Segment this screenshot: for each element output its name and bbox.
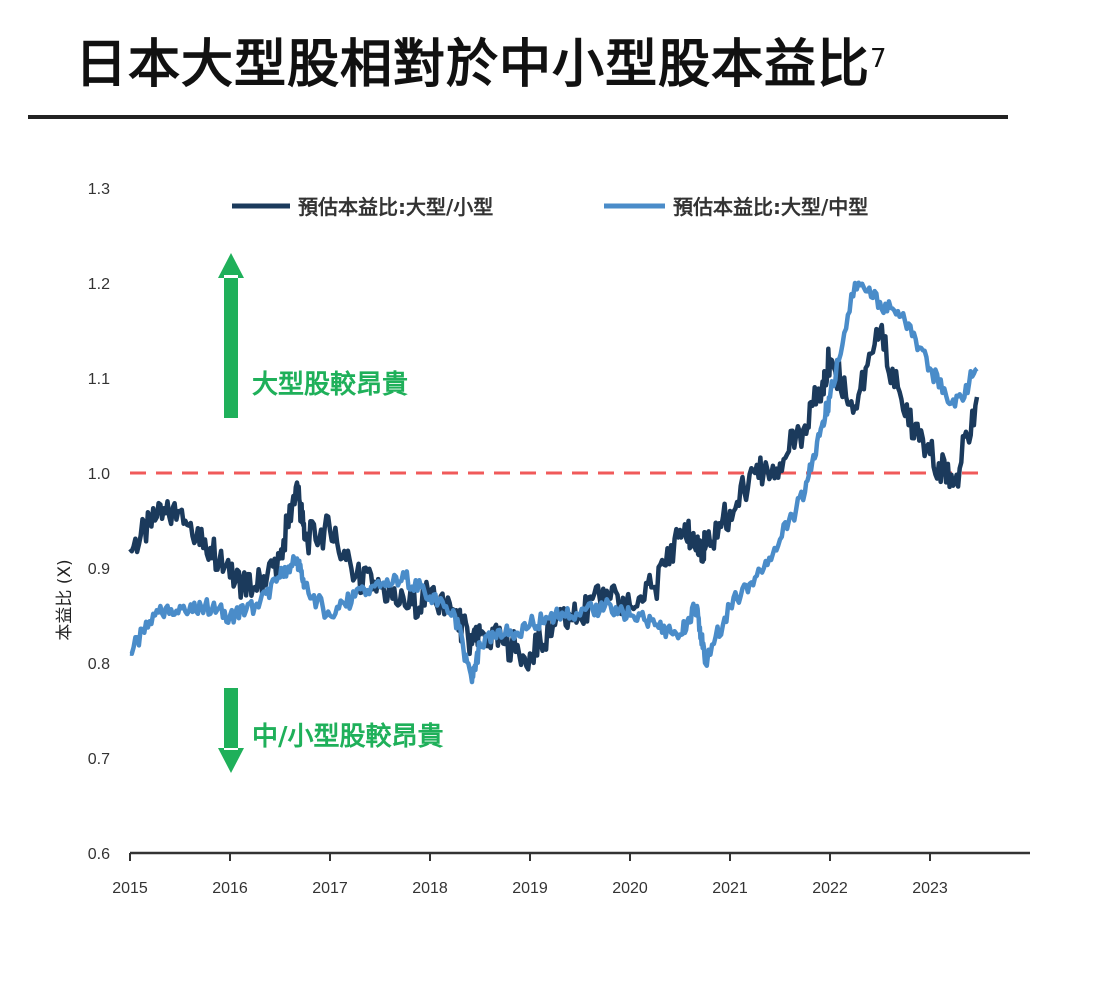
y-tick-label: 1.2 xyxy=(88,276,110,293)
x-axis-ticks: 2015 2016 2017 2018 2019 2020 2021 2022 2023 xyxy=(112,853,948,897)
y-tick-label: 0.6 xyxy=(88,846,110,863)
title-divider xyxy=(28,115,1008,119)
x-tick-label: 2023 xyxy=(912,880,948,897)
y-tick-label: 1.3 xyxy=(88,181,110,198)
series-large-mid-line xyxy=(129,280,979,685)
page-title: 日本大型股相對於中小型股本益比7 xyxy=(75,30,888,100)
x-tick-label: 2018 xyxy=(412,880,448,897)
annotation-small-mid-expensive: 中/小型股較昂貴 xyxy=(218,688,444,773)
y-tick-label: 0.8 xyxy=(88,656,110,673)
arrow-down-icon xyxy=(218,688,244,773)
annotation-text-large-expensive: 大型股較昂貴 xyxy=(252,369,408,400)
x-tick-label: 2021 xyxy=(712,880,748,897)
x-tick-label: 2020 xyxy=(612,880,648,897)
annotation-large-expensive: 大型股較昂貴 xyxy=(218,253,408,418)
title-text: 日本大型股相對於中小型股本益比 xyxy=(75,35,871,95)
x-tick-label: 2019 xyxy=(512,880,548,897)
annotation-text-small-mid-expensive: 中/小型股較昂貴 xyxy=(252,721,444,752)
footnote-marker: 7 xyxy=(870,44,888,74)
x-tick-label: 2017 xyxy=(312,880,348,897)
legend-label-large-mid: 預估本益比:大型/中型 xyxy=(673,195,868,219)
y-tick-label: 1.0 xyxy=(88,466,110,483)
x-tick-label: 2022 xyxy=(812,880,848,897)
y-tick-label: 0.7 xyxy=(88,751,110,768)
legend: 預估本益比:大型/小型 預估本益比:大型/中型 xyxy=(232,195,868,219)
y-tick-label: 1.1 xyxy=(88,371,110,388)
legend-label-large-small: 預估本益比:大型/小型 xyxy=(298,195,493,219)
y-axis-label: 本益比 (X) xyxy=(55,559,75,640)
series-large-small-line xyxy=(128,322,980,672)
x-tick-label: 2016 xyxy=(212,880,248,897)
arrow-up-icon xyxy=(218,253,244,418)
y-axis-ticks: 0.6 0.7 0.8 0.9 1.0 1.1 1.2 1.3 xyxy=(88,181,110,863)
y-tick-label: 0.9 xyxy=(88,561,110,578)
x-tick-label: 2015 xyxy=(112,880,148,897)
